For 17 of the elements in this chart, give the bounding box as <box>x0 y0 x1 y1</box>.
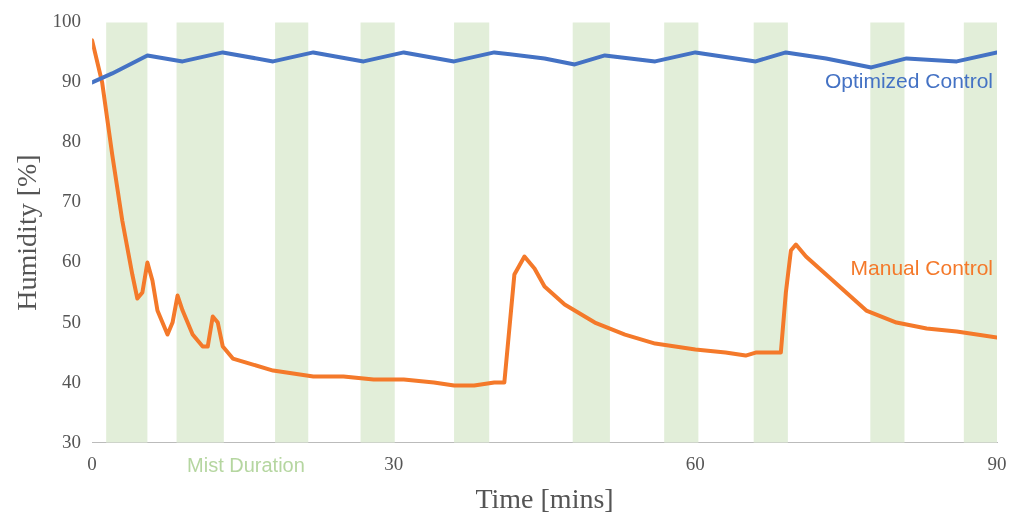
x-tick-label: 0 <box>87 452 97 474</box>
series-label: Optimized Control <box>824 69 993 93</box>
y-tick-label: 100 <box>52 10 82 32</box>
y-tick-label: 80 <box>62 130 82 152</box>
y-tick-label: 70 <box>62 190 82 212</box>
y-tick-label: 90 <box>62 70 82 92</box>
y-tick-label: 60 <box>62 250 82 272</box>
y-axis-title: Humidity [%] <box>11 154 43 311</box>
x-tick-label: 60 <box>685 452 705 474</box>
y-tick-label: 40 <box>62 370 82 392</box>
x-tick-label: 90 <box>987 452 1007 474</box>
y-tick-label: 50 <box>62 310 82 332</box>
x-axis-title: Time [mins] <box>475 482 614 514</box>
series-label: Manual Control <box>850 256 993 280</box>
x-tick-label: 30 <box>384 452 404 474</box>
y-tick-label: 30 <box>62 430 82 452</box>
text: Mist Duration <box>187 454 305 477</box>
